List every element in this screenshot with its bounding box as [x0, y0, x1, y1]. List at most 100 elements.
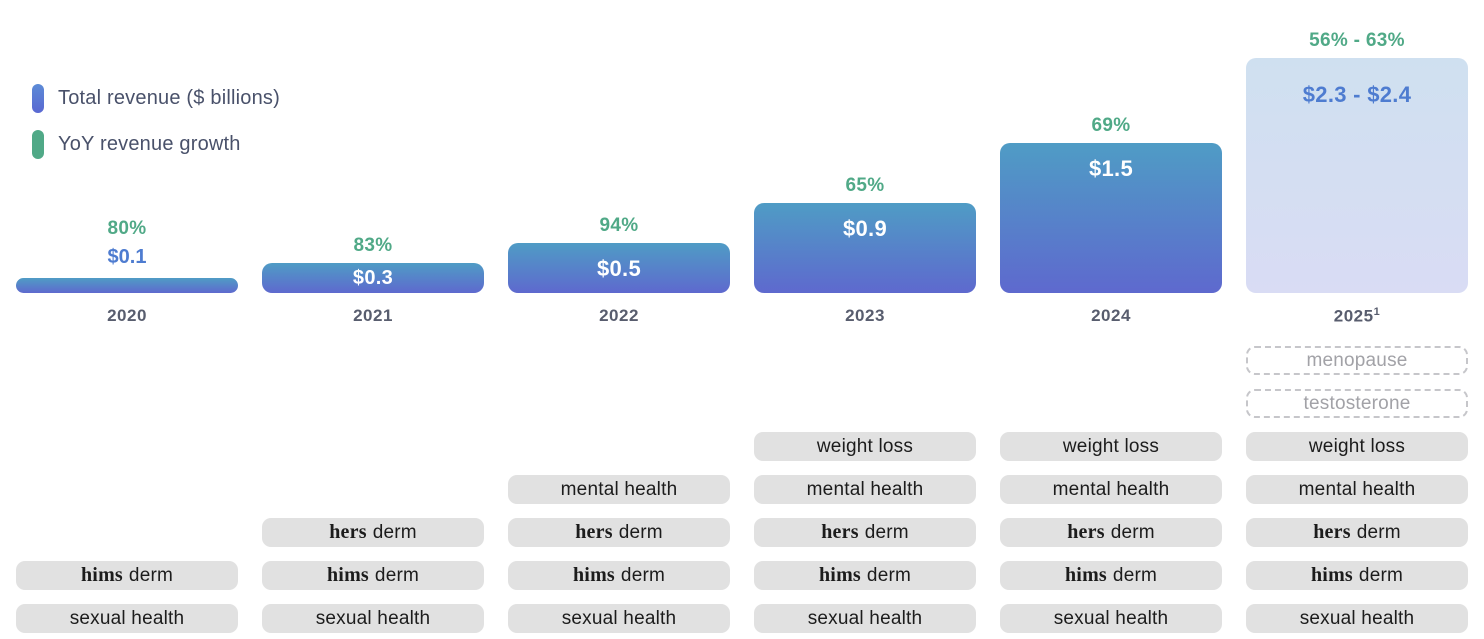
revenue-bar: $0.3	[262, 263, 484, 293]
category-pill-sexual-health: sexual health	[262, 604, 484, 633]
pill-label: sexual health	[807, 607, 923, 629]
bar-zone: 56% - 63% $2.3 - $2.4	[1246, 0, 1468, 293]
category-pill-hers-derm: hers derm	[754, 518, 976, 547]
growth-label: 94%	[599, 215, 639, 236]
category-pill-hims-derm: hims derm	[1000, 561, 1222, 590]
pill-label: sexual health	[1299, 607, 1415, 629]
category-pill-stack: weight loss mental health hers derm hims derm…	[754, 346, 976, 633]
footnote-marker: 1	[1373, 306, 1381, 318]
pill-label: derm	[618, 521, 663, 543]
legend-revenue-label: Total revenue ($ billions)	[58, 87, 280, 109]
pill-label: derm	[372, 521, 417, 543]
category-pill-hims-derm: hims derm	[508, 561, 730, 590]
pill-label: derm	[128, 564, 174, 586]
category-pill-weight-loss: weight loss	[1246, 432, 1468, 461]
brand-wordmark: hims	[818, 564, 861, 586]
pill-label: derm	[1112, 564, 1158, 586]
pill-label: derm	[1356, 521, 1401, 543]
growth-label: 83%	[353, 235, 393, 256]
revenue-label-outside: $0.1	[107, 246, 147, 268]
category-pill-stack: hers derm hims derm sexual health	[262, 346, 484, 633]
revenue-label-inside: $0.9	[842, 216, 888, 241]
legend-item-growth: YoY revenue growth	[32, 130, 280, 159]
category-pill-testosterone: testosterone	[1246, 389, 1468, 418]
growth-label: 65%	[845, 175, 885, 196]
legend-item-revenue: Total revenue ($ billions)	[32, 84, 280, 113]
pill-label: derm	[1358, 564, 1404, 586]
pill-label: mental health	[1052, 478, 1170, 500]
brand-wordmark: hers	[821, 521, 859, 543]
bar-zone: 65% $0.9	[754, 0, 976, 293]
revenue-label-inside: $2.3 - $2.4	[1302, 82, 1412, 107]
brand-wordmark: hims	[1310, 564, 1353, 586]
category-pill-mental-health: mental health	[508, 475, 730, 504]
category-pill-mental-health: mental health	[1246, 475, 1468, 504]
growth-swatch-icon	[32, 130, 44, 159]
year-label: 2021	[353, 306, 393, 325]
category-pill-hims-derm: hims derm	[754, 561, 976, 590]
column-2025: 56% - 63% $2.3 - $2.4 20251 menopause tes…	[1246, 0, 1468, 633]
year-label: 2022	[599, 306, 639, 325]
pill-label: mental health	[1298, 478, 1416, 500]
pill-label: mental health	[806, 478, 924, 500]
category-pill-sexual-health: sexual health	[16, 604, 238, 633]
pill-label: weight loss	[1308, 435, 1406, 457]
bar-zone: 94% $0.5	[508, 0, 730, 293]
category-pill-stack: weight loss mental health hers derm hims derm…	[1000, 346, 1222, 633]
category-pill-stack: mental health hers derm hims derm sexual heal…	[508, 346, 730, 633]
pill-label: menopause	[1306, 349, 1408, 371]
category-pill-hims-derm: hims derm	[1246, 561, 1468, 590]
brand-wordmark: hers	[1067, 521, 1105, 543]
growth-label: 56% - 63%	[1309, 30, 1405, 51]
revenue-label-inside: $0.5	[596, 256, 642, 281]
pill-label: testosterone	[1303, 392, 1411, 414]
pill-label: derm	[620, 564, 666, 586]
year-label: 2024	[1091, 306, 1131, 325]
category-pill-mental-health: mental health	[754, 475, 976, 504]
year-label: 2023	[845, 306, 885, 325]
pill-label: derm	[374, 564, 420, 586]
brand-wordmark: hers	[575, 521, 613, 543]
bar-zone: 83% $0.3	[262, 0, 484, 293]
category-pill-weight-loss: weight loss	[754, 432, 976, 461]
column-2021: 83% $0.3 2021 hers derm hims derm sexual hea…	[262, 0, 484, 633]
pill-label: mental health	[560, 478, 678, 500]
revenue-bar	[16, 278, 238, 293]
revenue-swatch-icon	[32, 84, 44, 113]
revenue-label-inside: $0.3	[352, 266, 394, 289]
revenue-bar: $2.3 - $2.4	[1246, 58, 1468, 293]
brand-wordmark: hers	[1313, 521, 1351, 543]
column-2023: 65% $0.9 2023 weight loss mental health he…	[754, 0, 976, 633]
category-pill-hers-derm: hers derm	[1000, 518, 1222, 547]
brand-wordmark: hims	[572, 564, 615, 586]
year-label: 2020	[107, 306, 147, 325]
category-pill-weight-loss: weight loss	[1000, 432, 1222, 461]
brand-wordmark: hims	[1064, 564, 1107, 586]
brand-wordmark: hims	[326, 564, 369, 586]
pill-label: derm	[866, 564, 912, 586]
column-2022: 94% $0.5 2022 mental health hers derm hims d…	[508, 0, 730, 633]
bar-zone: 69% $1.5	[1000, 0, 1222, 293]
category-pill-hims-derm: hims derm	[16, 561, 238, 590]
category-pill-stack: menopause testosterone weight loss mental h…	[1246, 346, 1468, 633]
category-pill-sexual-health: sexual health	[1000, 604, 1222, 633]
brand-wordmark: hers	[329, 521, 367, 543]
revenue-bar: $0.9	[754, 203, 976, 293]
pill-label: sexual health	[69, 607, 185, 629]
category-pill-hers-derm: hers derm	[262, 518, 484, 547]
column-2024: 69% $1.5 2024 weight loss mental health he…	[1000, 0, 1222, 633]
pill-label: derm	[864, 521, 909, 543]
bar-zone: 80% $0.1	[16, 0, 238, 293]
pill-label: sexual health	[1053, 607, 1169, 629]
category-pill-mental-health: mental health	[1000, 475, 1222, 504]
growth-label: 80%	[107, 218, 147, 239]
year-label: 20251	[1333, 306, 1381, 326]
pill-label: weight loss	[1062, 435, 1160, 457]
revenue-label-inside: $1.5	[1088, 156, 1134, 181]
legend: Total revenue ($ billions) YoY revenue g…	[32, 84, 280, 159]
category-pill-sexual-health: sexual health	[508, 604, 730, 633]
column-2020: 80% $0.1 2020 hims derm sexual health	[16, 0, 238, 633]
category-pill-hers-derm: hers derm	[1246, 518, 1468, 547]
